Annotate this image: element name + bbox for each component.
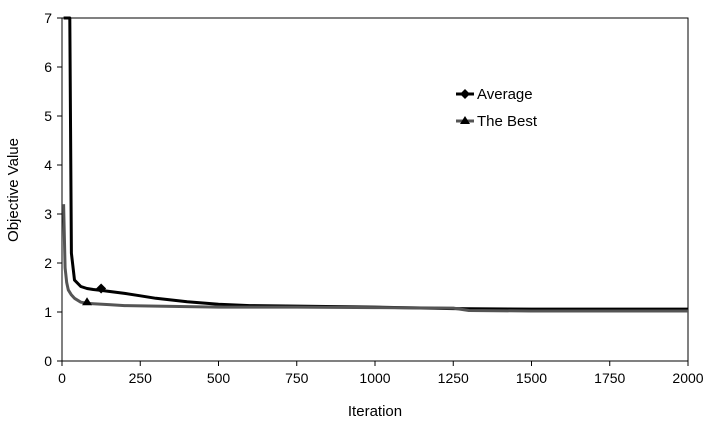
y-axis-label: Objective Value <box>5 138 22 242</box>
legend-label-the-best: The Best <box>477 113 538 130</box>
y-tick-label: 5 <box>44 108 52 124</box>
legend: Average The Best <box>456 86 538 130</box>
x-tick-label: 750 <box>285 370 309 386</box>
y-tick-label: 4 <box>44 157 52 173</box>
legend-marker-the-best <box>460 116 470 124</box>
y-tick-label: 7 <box>44 10 52 26</box>
x-axis-label: Iteration <box>348 403 402 420</box>
x-tick-label: 1750 <box>594 370 625 386</box>
legend-label-average: Average <box>477 86 533 103</box>
legend-item-average: Average <box>456 86 533 103</box>
y-tick-label: 0 <box>44 353 52 369</box>
x-axis: 0 250 500 750 1000 1250 1500 1750 2000 <box>58 361 704 386</box>
y-tick-label: 2 <box>44 255 52 271</box>
data-point-marker-the-best <box>82 297 93 306</box>
y-tick-label: 1 <box>44 304 52 320</box>
legend-item-the-best: The Best <box>456 113 538 130</box>
x-tick-label: 1250 <box>438 370 469 386</box>
x-tick-label: 250 <box>129 370 153 386</box>
series-line-the-best <box>62 204 688 313</box>
y-tick-label: 3 <box>44 206 52 222</box>
plot-area <box>61 17 689 362</box>
data-point-marker-average <box>96 283 107 294</box>
x-tick-label: 2000 <box>672 370 703 386</box>
y-axis: 0 1 2 3 4 5 6 7 <box>44 10 62 369</box>
series-layer <box>62 16 688 313</box>
legend-marker-average <box>460 89 470 99</box>
x-tick-label: 500 <box>207 370 231 386</box>
y-tick-label: 6 <box>44 59 52 75</box>
x-tick-label: 0 <box>58 370 66 386</box>
x-tick-label: 1500 <box>516 370 547 386</box>
x-tick-label: 1000 <box>359 370 390 386</box>
